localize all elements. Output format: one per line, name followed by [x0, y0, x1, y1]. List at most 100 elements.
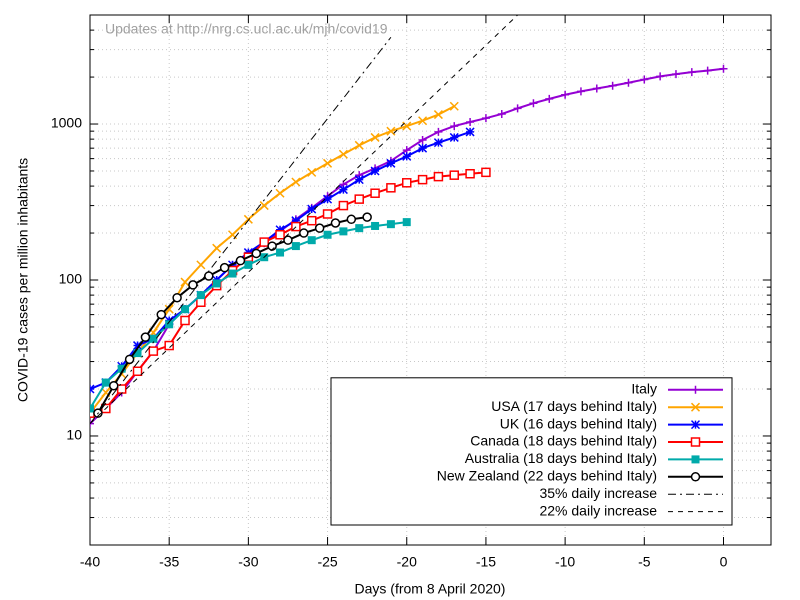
marker: [196, 297, 206, 308]
legend-label: 35% daily increase: [539, 485, 657, 501]
x-tick-label: -15: [476, 554, 496, 570]
legend-label: Australia (18 days behind Italy): [465, 450, 657, 466]
marker: [370, 188, 380, 198]
marker: [386, 158, 396, 168]
marker: [196, 260, 206, 270]
marker: [228, 269, 237, 278]
marker: [402, 151, 412, 161]
series-line: [90, 171, 487, 415]
marker: [338, 149, 348, 159]
marker: [640, 75, 649, 84]
marker: [354, 140, 364, 150]
marker: [401, 178, 412, 188]
marker: [291, 216, 301, 226]
marker: [690, 472, 701, 482]
marker: [346, 214, 357, 225]
marker: [109, 380, 119, 391]
marker: [314, 223, 325, 233]
x-tick-label: -10: [555, 554, 575, 570]
marker: [164, 304, 174, 314]
marker: [418, 143, 428, 153]
y-tick-label: 100: [59, 271, 83, 287]
marker: [450, 122, 459, 131]
marker: [275, 225, 285, 235]
marker: [703, 66, 712, 75]
marker: [690, 437, 701, 447]
marker: [117, 364, 126, 373]
legend-label: UK (16 days behind Italy): [500, 415, 657, 431]
marker: [149, 334, 158, 343]
marker: [691, 455, 700, 464]
marker: [212, 279, 221, 288]
marker: [116, 384, 127, 394]
marker: [371, 221, 380, 230]
marker: [251, 248, 262, 259]
marker: [196, 291, 205, 300]
marker: [386, 183, 396, 193]
legend-box: [330, 377, 733, 526]
y-tick-label: 10: [66, 427, 82, 443]
x-tick-label: -5: [638, 554, 651, 570]
marker: [719, 64, 728, 73]
y-axis-label: COVID-19 cases per million inhabitants: [15, 158, 31, 402]
y-tick-label: 1000: [51, 115, 82, 131]
marker: [386, 126, 396, 136]
x-tick-label: -25: [317, 554, 337, 570]
legend-label: USA (17 days behind Italy): [491, 398, 657, 414]
x-tick-label: -30: [238, 554, 258, 570]
marker: [259, 237, 269, 247]
marker: [148, 346, 159, 356]
marker: [481, 114, 490, 123]
marker: [671, 70, 680, 79]
annotation: Updates at http://nrg.cs.ucl.ac.uk/mjh/c…: [105, 21, 388, 37]
marker: [691, 385, 700, 394]
series-line: [97, 216, 368, 414]
marker: [354, 175, 364, 185]
marker: [656, 72, 665, 81]
marker: [133, 349, 142, 358]
marker: [529, 99, 538, 108]
marker: [275, 230, 285, 240]
marker: [608, 81, 617, 90]
marker: [172, 292, 182, 303]
marker: [338, 200, 349, 211]
marker: [687, 68, 696, 77]
marker: [690, 420, 701, 430]
marker: [164, 340, 174, 351]
marker: [181, 305, 190, 314]
marker: [362, 212, 372, 222]
marker: [235, 255, 246, 266]
marker: [307, 236, 316, 245]
marker: [323, 194, 333, 204]
plot-frame: [89, 14, 772, 546]
marker: [433, 138, 443, 148]
marker: [561, 90, 570, 99]
series-line: [90, 105, 455, 414]
x-tick-label: -35: [159, 554, 179, 570]
marker: [449, 132, 459, 142]
marker: [306, 215, 317, 226]
reference-line: [90, 15, 518, 424]
marker: [386, 220, 395, 229]
x-axis-label: Days (from 8 April 2020): [355, 581, 506, 597]
marker: [140, 332, 151, 342]
marker: [275, 188, 285, 198]
marker: [124, 354, 135, 365]
marker: [180, 277, 190, 287]
reference-line: [90, 36, 392, 424]
x-tick-label: -20: [397, 554, 417, 570]
marker: [449, 101, 459, 111]
marker: [101, 378, 110, 387]
marker: [132, 366, 143, 377]
marker: [291, 177, 301, 187]
legend-label: 22% daily increase: [539, 502, 657, 518]
marker: [497, 109, 506, 118]
marker: [433, 110, 443, 120]
marker: [212, 243, 222, 253]
marker: [402, 218, 411, 227]
marker: [276, 248, 285, 257]
marker: [291, 242, 300, 251]
marker: [132, 341, 143, 351]
marker: [624, 78, 633, 87]
